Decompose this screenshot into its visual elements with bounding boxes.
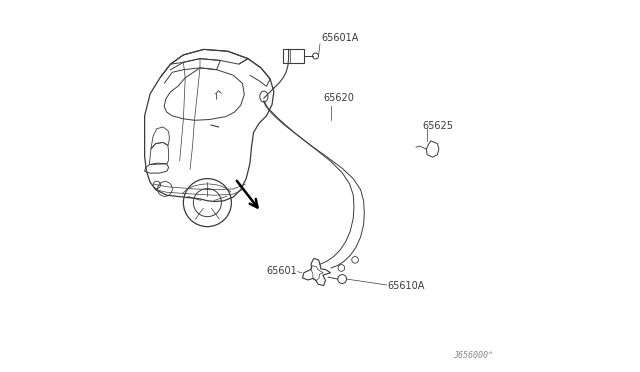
Bar — [283, 49, 305, 63]
Text: J656000^: J656000^ — [454, 350, 493, 359]
Text: 65610A: 65610A — [387, 282, 424, 291]
Text: 65601: 65601 — [266, 266, 297, 276]
Text: 65625: 65625 — [422, 121, 454, 131]
Text: 65620: 65620 — [324, 93, 355, 103]
Text: 65601A: 65601A — [321, 33, 358, 43]
